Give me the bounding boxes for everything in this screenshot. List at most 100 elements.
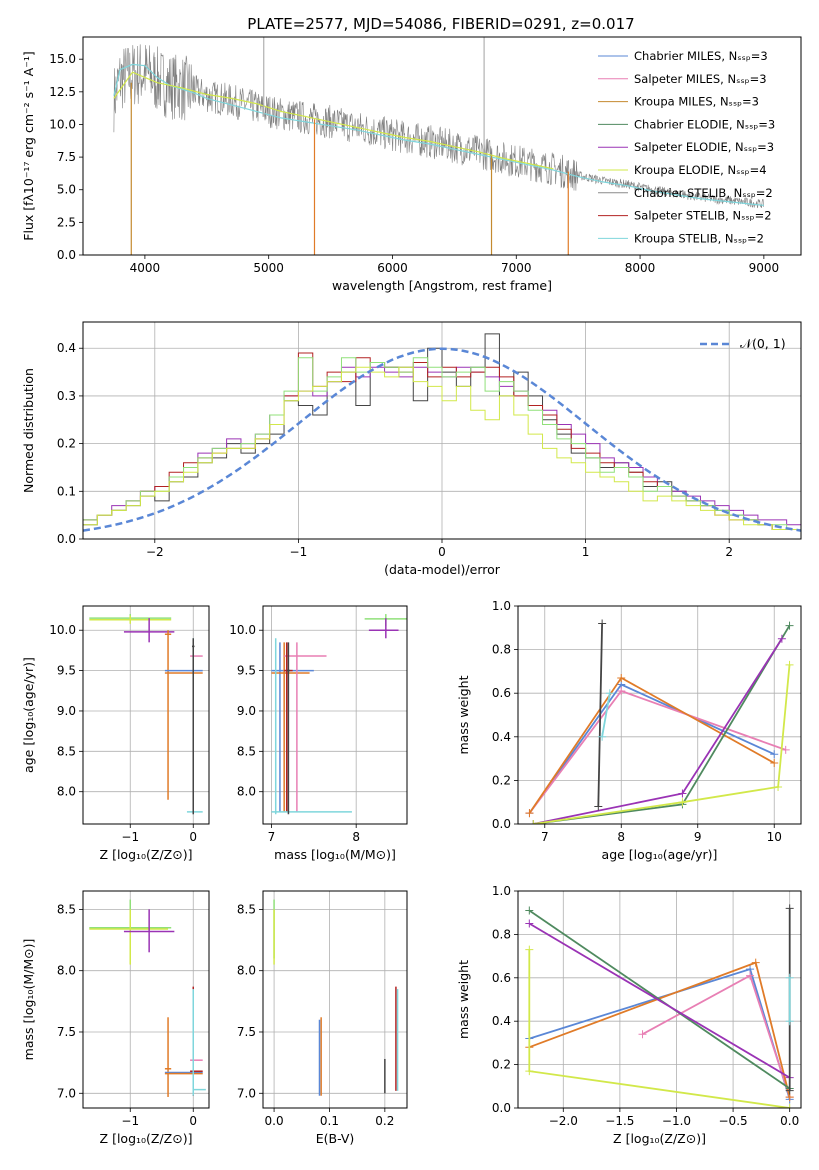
legend-entry: Salpeter STELIB, Nₛₛₚ=2 (634, 209, 772, 223)
data-point (525, 919, 534, 928)
y-tick-label: 8.0 (57, 785, 76, 799)
axes-frame (262, 890, 408, 1109)
y-tick-label: 7.0 (57, 1086, 76, 1100)
y-axis-label: mass weight (456, 960, 471, 1039)
panel-2: −2 −1 0 1 2 0.0 0.1 0.2 0.3 0.4 (data-model)/error… (21, 321, 802, 577)
legend-entry: Salpeter ELODIE, Nₛₛₚ=3 (634, 140, 774, 154)
histogram-series (83, 357, 801, 539)
y-tick-label: 7.5 (237, 1025, 256, 1039)
axes-frame (517, 605, 802, 825)
y-tick-label: 5.0 (57, 183, 76, 197)
plot-area (83, 333, 801, 539)
x-tick-label: 8 (352, 830, 360, 844)
x-tick-label: −2 (146, 545, 164, 559)
y-tick-label: 8.5 (237, 744, 256, 758)
data-point (525, 809, 534, 818)
x-tick-label: 0.1 (320, 1114, 339, 1128)
data-point (785, 660, 794, 669)
x-tick-label: 8000 (625, 261, 656, 275)
axes-frame (82, 321, 802, 540)
panel-6: −1 0 7.0 7.5 8.0 8.5 Z [log₁₀(Z/Z⊙)] mass [log₁… (21, 890, 210, 1146)
y-tick-label: 7.5 (57, 1025, 76, 1039)
x-tick-label: −2.0 (549, 1114, 578, 1128)
figure-title: PLATE=2577, MJD=54086, FIBERID=0291, z=0… (247, 15, 634, 33)
y-tick-label: 0.8 (492, 927, 511, 941)
mass-weight-series (533, 625, 791, 824)
data-point (781, 745, 790, 754)
x-tick-label: 5000 (253, 261, 284, 275)
data-point (785, 1086, 794, 1095)
x-tick-label: 0.2 (375, 1114, 394, 1128)
y-tick-label: 8.5 (237, 902, 256, 916)
data-point (525, 945, 534, 954)
data-point (525, 1067, 534, 1076)
panel-5: 7 8 9 10 0.0 0.2 0.4 0.6 0.8 1.0 age [log₁₀(age/yr… (456, 599, 802, 862)
x-tick-label: 2 (725, 545, 733, 559)
y-tick-label: 0.0 (492, 1101, 511, 1115)
x-axis-label: E(B-V) (316, 1131, 355, 1146)
axes-frame (517, 890, 802, 1109)
data-point (774, 782, 783, 791)
x-tick-label: −1 (290, 545, 308, 559)
y-tick-label: 0.0 (57, 532, 76, 546)
y-tick-label: 15.0 (49, 52, 76, 66)
x-tick-label: 10 (767, 830, 782, 844)
x-axis-label: age [log₁₀(age/yr)] (602, 847, 718, 862)
x-axis-label: Z [log₁₀(Z/Z⊙)] (613, 1131, 706, 1146)
y-tick-label: 8.5 (57, 902, 76, 916)
y-tick-label: 9.5 (57, 664, 76, 678)
legend: Chabrier MILES, Nₛₛₚ=3 Salpeter MILES, Nₛ… (598, 49, 775, 245)
legend-entry: Chabrier ELODIE, Nₛₛₚ=3 (634, 117, 775, 131)
axes-frame (82, 890, 210, 1109)
mass-weight-series (533, 638, 783, 824)
plot-area (271, 614, 407, 815)
mass-weight-series (601, 693, 611, 737)
x-tick-label: 9000 (749, 261, 780, 275)
x-tick-label: 1 (582, 545, 590, 559)
y-tick-label: 0.2 (492, 773, 511, 787)
y-tick-label: 0.1 (57, 484, 76, 498)
y-tick-label: 0.3 (57, 389, 76, 403)
mass-weight-series (642, 974, 791, 1098)
mass-weight-series (528, 909, 791, 1090)
mass-weight-series (528, 922, 791, 1079)
data-point (785, 904, 794, 913)
data-point (594, 802, 603, 811)
y-tick-label: 0.0 (57, 248, 76, 262)
data-point (617, 673, 626, 682)
x-axis-label: (data-model)/error (384, 562, 501, 577)
y-axis-label: mass [log₁₀(M/M⊙)] (21, 939, 36, 1061)
x-tick-label: −1 (121, 830, 139, 844)
x-axis-label: Z [log₁₀(Z/Z⊙)] (100, 847, 193, 862)
data-point (785, 1017, 794, 1026)
legend-entry: 𝒩(0, 1) (740, 336, 786, 351)
y-tick-label: 0.6 (492, 686, 511, 700)
plot-area (525, 904, 794, 1108)
plot-area (89, 899, 206, 1097)
y-tick-label: 0.4 (492, 1014, 511, 1028)
x-tick-label: −1 (121, 1114, 139, 1128)
x-tick-label: 0 (189, 1114, 197, 1128)
y-tick-label: 7.0 (237, 1086, 256, 1100)
data-point (777, 634, 786, 643)
y-tick-label: 9.5 (237, 664, 256, 678)
x-axis-label: wavelength [Angstrom, rest frame] (332, 278, 552, 293)
x-tick-label: 8 (617, 830, 625, 844)
y-axis-label: mass weight (456, 675, 471, 754)
y-tick-label: 9.0 (57, 704, 76, 718)
axes-frame (82, 605, 210, 825)
x-tick-label: −1.0 (662, 1114, 691, 1128)
mass-weight-series (533, 664, 791, 824)
x-tick-label: 0 (438, 545, 446, 559)
panel-4: 7 8 8.0 8.5 9.0 9.5 10.0 mass [log₁₀(M/M⊙)] (229, 605, 408, 862)
y-tick-label: 8.0 (237, 964, 256, 978)
y-tick-label: 0.2 (57, 437, 76, 451)
y-tick-label: 8.5 (57, 744, 76, 758)
y-tick-label: 2.5 (57, 215, 76, 229)
x-tick-label: 4000 (130, 261, 161, 275)
y-tick-label: 8.0 (237, 785, 256, 799)
legend-entry: Chabrier MILES, Nₛₛₚ=3 (634, 49, 768, 63)
y-axis-label: Flux [fλ10⁻¹⁷ erg cm⁻² s⁻¹ A⁻¹] (21, 51, 36, 240)
y-tick-label: 7.5 (57, 150, 76, 164)
panel-1: 4000 5000 6000 7000 8000 9000 0.0 2.5 5.0 7.5 10.0… (21, 36, 802, 293)
